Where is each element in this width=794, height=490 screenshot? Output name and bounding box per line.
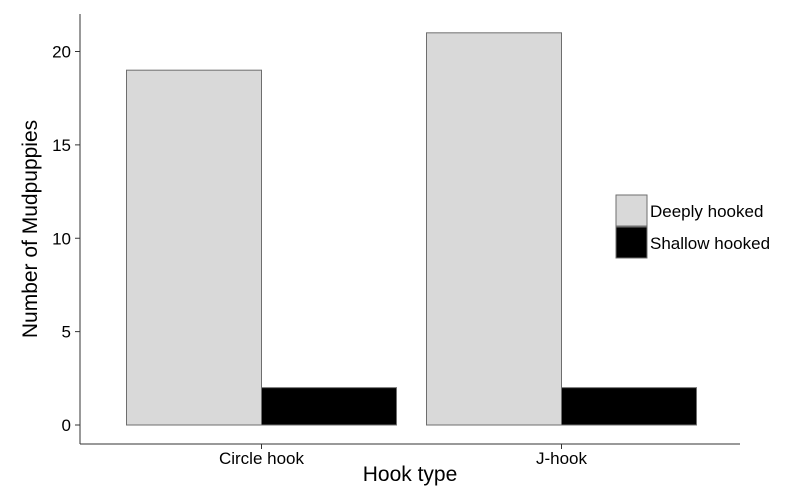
x-tick-label: J-hook xyxy=(536,449,588,468)
legend-swatch xyxy=(615,226,648,259)
bar xyxy=(126,69,262,426)
y-tick-label: 20 xyxy=(52,43,71,62)
y-tick-label: 0 xyxy=(62,416,71,435)
bars xyxy=(126,32,697,426)
y-tick-label: 15 xyxy=(52,136,71,155)
bar xyxy=(561,387,697,426)
legend-swatch xyxy=(615,194,648,227)
legend-label: Shallow hooked xyxy=(650,234,770,253)
legend: Deeply hooked Shallow hooked xyxy=(615,194,770,259)
bar xyxy=(426,32,562,426)
x-ticks: Circle hook J-hook xyxy=(219,444,588,468)
bar xyxy=(261,387,397,426)
y-axis-title: Number of Mudpuppies xyxy=(19,120,42,338)
y-tick-label: 5 xyxy=(62,323,71,342)
axes xyxy=(79,14,740,445)
legend-label: Deeply hooked xyxy=(650,202,763,221)
y-ticks: 0 5 10 15 20 xyxy=(52,43,80,435)
x-tick-label: Circle hook xyxy=(219,449,305,468)
x-axis-title: Hook type xyxy=(363,463,458,486)
y-tick-label: 10 xyxy=(52,229,71,248)
